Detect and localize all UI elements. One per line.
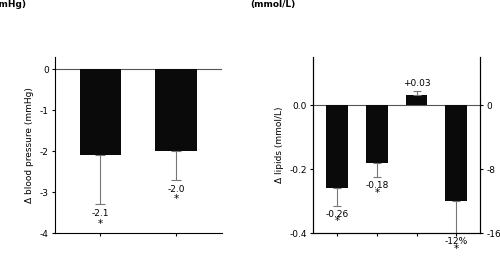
Text: *: * [98, 219, 103, 229]
Bar [446, 105, 467, 201]
Text: -0.26: -0.26 [326, 210, 349, 219]
Text: Baseline
(mmol/L): Baseline (mmol/L) [250, 0, 295, 10]
Text: *: * [374, 188, 380, 198]
Text: Baseline
(mmHg): Baseline (mmHg) [0, 0, 28, 10]
Text: -12%: -12% [444, 237, 468, 246]
Text: *: * [454, 244, 459, 254]
Bar [406, 95, 427, 105]
Y-axis label: Δ blood pressure (mmHg): Δ blood pressure (mmHg) [25, 87, 34, 203]
Text: -0.18: -0.18 [365, 181, 388, 190]
Text: -2.0: -2.0 [168, 185, 185, 194]
Text: *: * [334, 217, 340, 226]
Text: +0.03: +0.03 [402, 79, 430, 88]
Text: *: * [174, 194, 179, 204]
Bar [366, 105, 388, 163]
Text: -2.1: -2.1 [92, 209, 109, 218]
Y-axis label: Δ lipids (mmol/L): Δ lipids (mmol/L) [275, 107, 284, 183]
Bar [156, 69, 197, 151]
Bar [326, 105, 348, 188]
Bar [80, 69, 122, 155]
